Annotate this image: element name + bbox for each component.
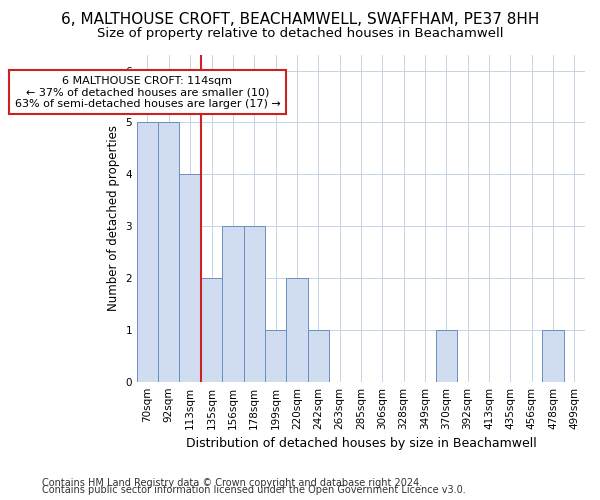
Bar [286,278,308,382]
Y-axis label: Number of detached properties: Number of detached properties [107,126,120,312]
Bar [542,330,563,382]
Text: 6 MALTHOUSE CROFT: 114sqm
← 37% of detached houses are smaller (10)
63% of semi-: 6 MALTHOUSE CROFT: 114sqm ← 37% of detac… [14,76,280,109]
Bar [158,122,179,382]
Bar [137,122,158,382]
Bar [436,330,457,382]
Bar [179,174,201,382]
Bar [265,330,286,382]
Bar [308,330,329,382]
Bar [201,278,222,382]
X-axis label: Distribution of detached houses by size in Beachamwell: Distribution of detached houses by size … [185,437,536,450]
Bar [222,226,244,382]
Bar [244,226,265,382]
Text: Size of property relative to detached houses in Beachamwell: Size of property relative to detached ho… [97,28,503,40]
Text: Contains public sector information licensed under the Open Government Licence v3: Contains public sector information licen… [42,485,466,495]
Text: Contains HM Land Registry data © Crown copyright and database right 2024.: Contains HM Land Registry data © Crown c… [42,478,422,488]
Text: 6, MALTHOUSE CROFT, BEACHAMWELL, SWAFFHAM, PE37 8HH: 6, MALTHOUSE CROFT, BEACHAMWELL, SWAFFHA… [61,12,539,28]
